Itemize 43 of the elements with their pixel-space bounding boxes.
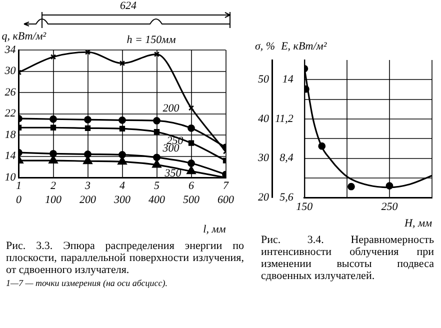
y2-tick-label: 8,4 xyxy=(280,152,294,164)
y2-tick-label: 14 xyxy=(282,74,294,86)
y2-axis-title: E, кВт/м² xyxy=(280,40,328,52)
series-label: 200 xyxy=(162,102,180,115)
x-tick-label: 150 xyxy=(296,201,314,214)
y-tick-label: 50 xyxy=(258,74,270,86)
x-tick-label: 100 xyxy=(45,194,62,206)
x-tick-label: 500 xyxy=(183,194,200,206)
y-tick-label: 34 xyxy=(4,44,16,56)
y-tick-label: 10 xyxy=(4,171,16,184)
y-tick-label: 40 xyxy=(258,112,270,125)
series-label: h = 150мм xyxy=(126,34,176,46)
y-tick-label: 18 xyxy=(4,128,16,141)
x-tick-label: 600 xyxy=(218,194,234,206)
x-axis-title: H, мм xyxy=(404,217,432,230)
x-tick-label: 250 xyxy=(381,201,398,214)
y-tick-label: 30 xyxy=(257,152,270,164)
y2-tick-label: 5,6 xyxy=(280,191,294,204)
text: 6 xyxy=(188,180,194,192)
x-axis-title: l, мм xyxy=(203,223,226,236)
x-tick-label: 200 xyxy=(80,194,96,206)
text: 7 xyxy=(223,180,229,192)
text: 3 xyxy=(84,180,91,192)
text: Рис. 3.3. Эпюра распределения энергии по плоскости, параллельной поверхности излучения, от сдвоенного излучателя. xyxy=(5,240,245,276)
text: 1—7 — точки измерения (на оси абсцисс). xyxy=(5,278,169,288)
x-tick-label: 0 xyxy=(16,194,22,206)
series-label: 350 xyxy=(164,168,182,180)
text: 2 xyxy=(50,180,56,192)
y-tick-label: 14 xyxy=(4,150,16,162)
x-tick-label: 400 xyxy=(148,194,166,206)
text: Рис. 3.4. Неравномерность интенсивности облучения при изменении высоты подвеса сдвоенных излучателей. xyxy=(260,234,435,282)
text: 4 xyxy=(120,180,126,192)
text: 624 xyxy=(120,0,136,12)
y-axis-title: σ, % xyxy=(255,40,276,52)
y-tick-label: 22 xyxy=(4,108,16,120)
y2-tick-label: 11,2 xyxy=(274,112,294,125)
y-tick-label: 30 xyxy=(4,65,16,78)
text: 5 xyxy=(154,180,160,192)
y-axis-title: q, кВт/м² xyxy=(2,30,47,42)
y-tick-label: 20 xyxy=(258,191,270,204)
text: 1 xyxy=(16,180,22,192)
x-tick-label: 300 xyxy=(113,194,131,206)
y-tick-label: 26 xyxy=(4,86,16,98)
